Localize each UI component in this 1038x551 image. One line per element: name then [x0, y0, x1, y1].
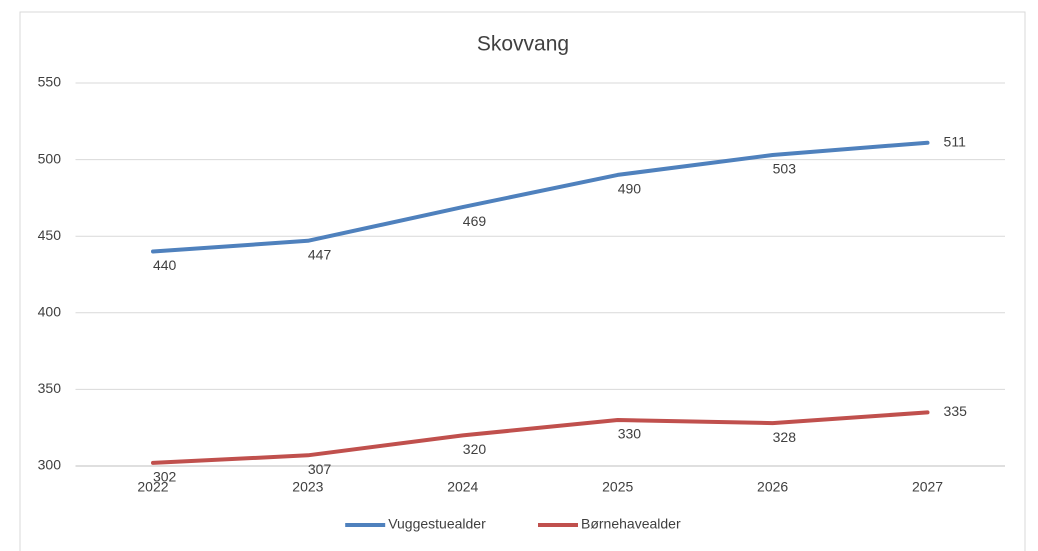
y-tick-label: 400 — [38, 304, 62, 320]
data-label: 307 — [308, 461, 332, 477]
data-label: 511 — [944, 133, 967, 149]
x-tick-label: 2027 — [912, 479, 943, 495]
series-line — [151, 410, 930, 465]
data-label: 330 — [618, 426, 642, 442]
data-label: 440 — [153, 257, 177, 273]
chart-title: Skovvang — [477, 33, 569, 56]
y-tick-label: 500 — [38, 150, 62, 166]
data-label: 328 — [773, 429, 797, 445]
y-tick-label: 300 — [38, 457, 62, 473]
data-label: 320 — [463, 441, 487, 457]
x-tick-label: 2025 — [602, 479, 633, 495]
legend-label: Vuggestuealder — [388, 516, 486, 532]
data-label: 447 — [308, 246, 332, 262]
data-label: 490 — [618, 181, 642, 197]
legend-label: Børnehavealder — [581, 516, 681, 532]
y-tick-label: 450 — [38, 227, 62, 243]
x-tick-label: 2023 — [292, 479, 323, 495]
y-tick-label: 350 — [38, 380, 62, 396]
data-label: 335 — [944, 403, 968, 419]
y-tick-label: 550 — [38, 74, 62, 90]
chart-frame — [19, 11, 1026, 551]
series-line — [151, 140, 930, 254]
x-tick-label: 2026 — [757, 479, 788, 495]
data-label: 503 — [773, 161, 797, 177]
data-label: 302 — [153, 469, 177, 485]
x-tick-label: 2022 — [137, 479, 168, 495]
data-label: 469 — [463, 213, 487, 229]
x-tick-label: 2024 — [447, 479, 478, 495]
